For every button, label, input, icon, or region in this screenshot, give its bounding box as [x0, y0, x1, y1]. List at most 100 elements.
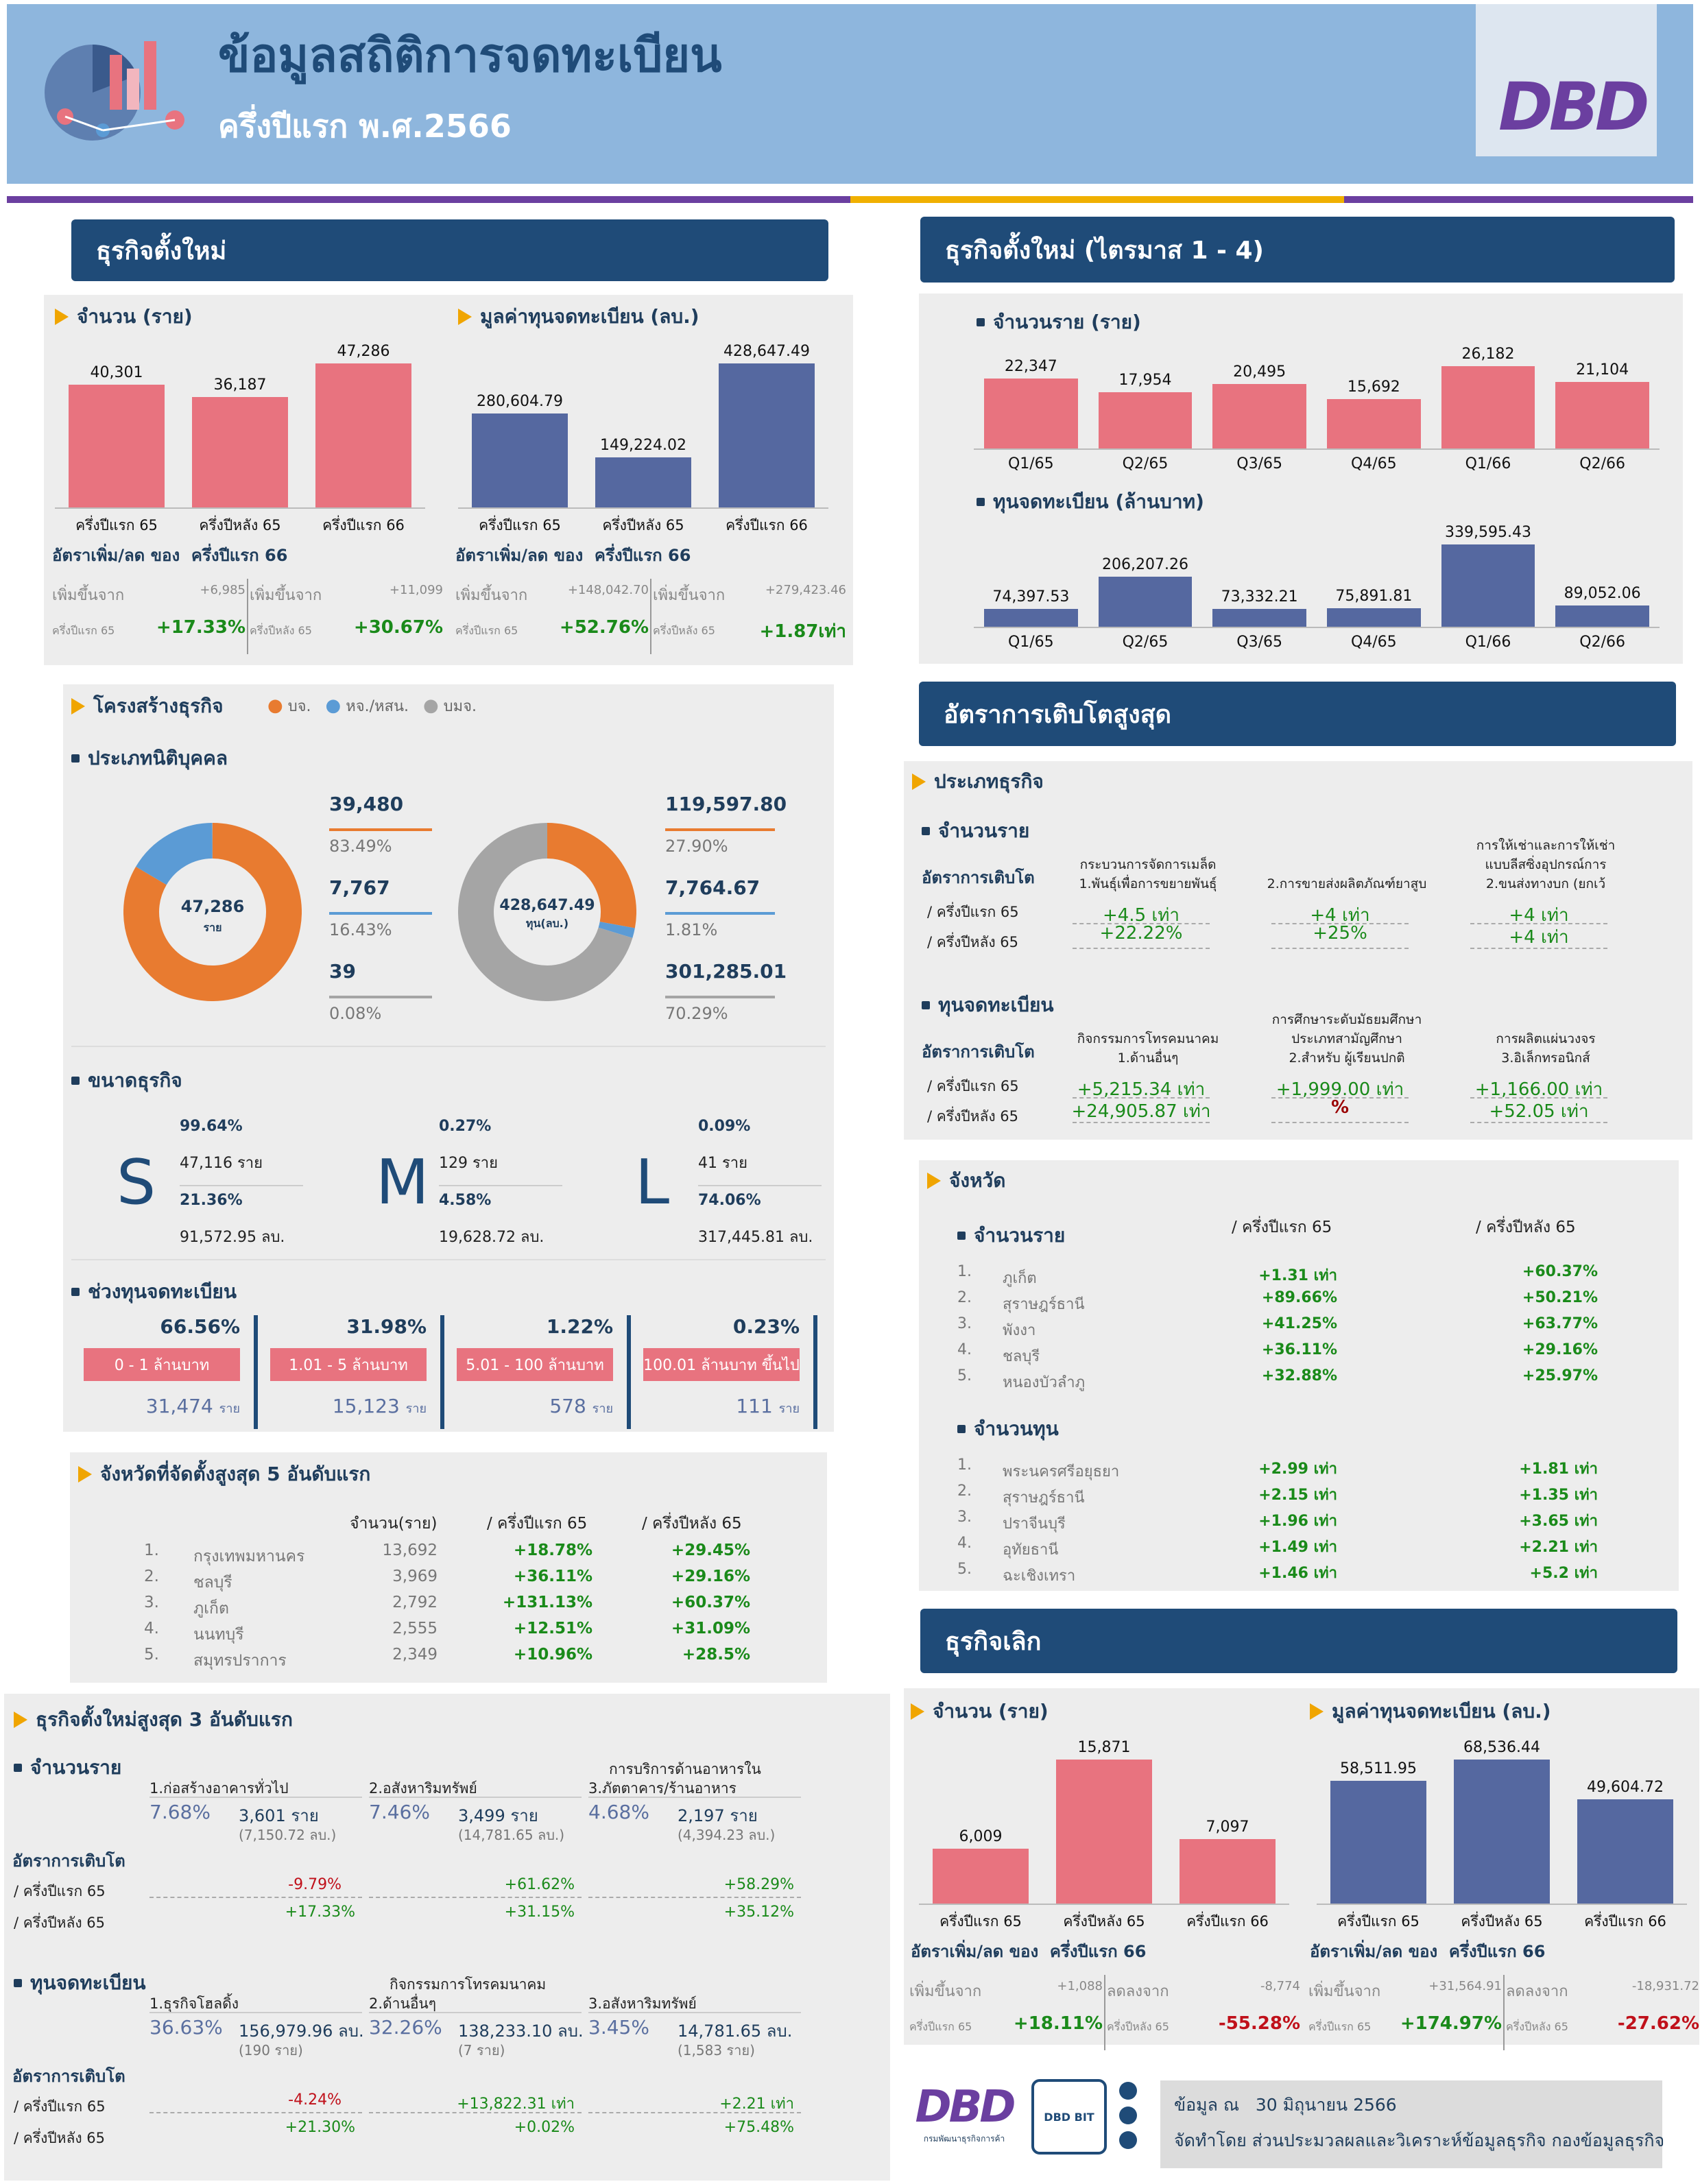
range-heading: ช่วงทุนจดทะเบียน — [71, 1277, 237, 1307]
triangle-icon — [912, 773, 926, 790]
new-biz-count-chart: 40,301 ครึ่งปีแรก 65 36,187 ครึ่งปีหลัง 65 4… — [55, 343, 425, 535]
row-number: 5. — [957, 1367, 972, 1384]
page-subtitle: ครึ่งปีแรก พ.ศ.2566 — [218, 108, 512, 145]
growth-prov-subtitle: จำนวนราย — [974, 1224, 1066, 1247]
item-rate-1: +58.29% — [723, 1876, 794, 1893]
rate-inc-label: เพิ่มขึ้นจาก — [909, 1983, 982, 2000]
rate-inc-label: เพิ่มขึ้นจาก — [52, 587, 125, 604]
rate-vs: ครึ่งปีหลัง 65 — [653, 624, 715, 637]
stats-chart-icon — [45, 41, 184, 141]
data-label: 15,692 — [1347, 379, 1400, 396]
facebook-icon[interactable] — [1119, 2082, 1137, 2100]
triangle-icon — [55, 309, 69, 325]
rate-inc-label: ลดลงจาก — [1506, 1983, 1568, 2000]
item-name: 2.อสังหาริมทรัพย์ — [369, 1780, 477, 1797]
item-name: 3.ภัตตาคาร/ร้านอาหาร — [588, 1780, 737, 1797]
rate-title-a: อัตราเพิ่ม/ลด ของ — [911, 1942, 1039, 1961]
item-sub: (7,150.72 ลบ.) — [239, 1827, 337, 1843]
range-count-unit: ราย — [219, 1402, 240, 1416]
growth-rate-a: +1,999.00 เท่า — [1276, 1079, 1404, 1100]
item-name: กิจกรรมการโทรคมนาคม — [390, 1976, 547, 1993]
line-icon[interactable] — [1119, 2107, 1137, 2124]
range-count-unit: ราย — [405, 1402, 427, 1416]
header-accent-line — [7, 196, 1693, 203]
donut2-center: 428,647.49 ทุน(ลบ.) — [492, 897, 602, 933]
category-label: ครึ่งปีหลัง 65 — [1461, 1913, 1543, 1930]
growth-divider — [1271, 948, 1409, 949]
size-capital: 317,445.81 ลบ. — [698, 1229, 813, 1246]
item-value: 14,781.65 ลบ. — [678, 2021, 793, 2041]
item-underline — [369, 2012, 582, 2013]
size-title: ขนาดธุรกิจ — [88, 1069, 182, 1092]
closed-panel — [904, 1688, 1699, 2045]
donut-slice — [136, 823, 213, 886]
donut-slice — [123, 823, 302, 1001]
quarterly-count-chart: 22,347 Q1/65 17,954 Q2/65 20,495 Q3/65 15,692 Q… — [974, 343, 1660, 473]
size-letter: S — [117, 1147, 156, 1219]
chart-bar — [984, 608, 1078, 627]
closed-title: ธุรกิจเลิก — [920, 1609, 1677, 1673]
item-rate-1: -9.79% — [288, 1876, 342, 1893]
rate-label: อัตราการเติบโต — [12, 1851, 125, 1871]
category-label: ครึ่งปีแรก 66 — [1584, 1913, 1666, 1930]
quarterly-capital-label: ทุนจดทะเบียน (ล้านบาท) — [993, 490, 1204, 513]
data-label: 21,104 — [1576, 361, 1629, 379]
rate-delta: +1,088 — [1057, 1979, 1103, 1993]
top-prov-heading: จังหวัดที่จัดตั้งสูงสุด 5 อันดับแรก — [78, 1459, 370, 1489]
item-sub: (1,583 ราย) — [678, 2042, 755, 2059]
chart-bar — [68, 385, 165, 507]
chart-bar — [1330, 1780, 1427, 1904]
rate-title-b: ครึ่งปีแรก 66 — [594, 546, 691, 565]
triangle-icon — [458, 309, 472, 325]
closed-capital-heading: มูลค่าทุนจดทะเบียน (ลบ.) — [1310, 1696, 1551, 1727]
page-title: ข้อมูลสถิติการจดทะเบียน — [218, 29, 722, 83]
data-label: 428,647.49 — [723, 343, 810, 360]
footer-logo-sub: กรมพัฒนาธุรกิจการค้า — [923, 2134, 1005, 2144]
size-capital-percent: 21.36% — [180, 1192, 243, 1209]
list-value: 7,764.67 — [665, 876, 761, 899]
item-percent: 7.68% — [149, 1801, 211, 1823]
rate-vs: ครึ่งปีหลัง 65 — [1107, 2020, 1169, 2033]
chart-bar — [1212, 609, 1306, 627]
range-count-value: 578 — [549, 1395, 592, 1417]
col-header: / ครึ่งปีแรก 65 — [487, 1515, 588, 1533]
list-underline — [329, 828, 432, 831]
province-rate-a: +32.88% — [1261, 1367, 1337, 1384]
category-label: Q2/66 — [1579, 634, 1626, 651]
rate-vs: ครึ่งปีแรก 65 — [1308, 2020, 1372, 2033]
structure-panel — [63, 684, 834, 1432]
row-number: 5. — [957, 1561, 972, 1578]
growth-divider — [1073, 948, 1210, 949]
growth-divider — [1073, 1097, 1210, 1099]
data-label: 20,495 — [1233, 363, 1286, 381]
province-rate-a: +36.11% — [1261, 1341, 1337, 1358]
data-label: 47,286 — [337, 343, 390, 360]
province-rate-a: +10.96% — [513, 1646, 592, 1664]
header-banner — [7, 4, 1693, 184]
province-rate-b: +60.37% — [671, 1594, 750, 1611]
growth-subheading: ทุนจดทะเบียน — [922, 990, 1054, 1020]
col-header: จำนวน(ราย) — [350, 1515, 438, 1533]
top3-heading: ธุรกิจตั้งใหม่สูงสุด 3 อันดับแรก — [14, 1705, 293, 1735]
youtube-icon[interactable] — [1119, 2131, 1137, 2149]
juristic-heading: ประเภทนิติบุคคล — [71, 743, 228, 773]
item-rate-2: +17.33% — [285, 1904, 355, 1921]
rate-divider — [1503, 1975, 1505, 2050]
province-name: หนองบัวลำภู — [1003, 1374, 1086, 1391]
chart-baseline — [55, 507, 425, 509]
top-prov-panel — [70, 1452, 827, 1683]
category-label: ครึ่งปีแรก 65 — [1337, 1913, 1420, 1930]
growth-col-name: 3.อิเล็กทรอนิกส์ — [1501, 1051, 1590, 1066]
col-header: / ครึ่งปีแรก 65 — [1232, 1219, 1332, 1236]
province-name: สมุทรปราการ — [193, 1652, 287, 1670]
growth-subheading: จำนวนราย — [922, 816, 1029, 846]
province-name: อุทัยธานี — [1003, 1541, 1059, 1559]
rate-title-b: ครึ่งปีแรก 66 — [1049, 1942, 1147, 1961]
top3-subtitle: จำนวนราย — [30, 1756, 122, 1779]
item-rate-1: +61.62% — [504, 1876, 575, 1893]
data-label: 15,871 — [1077, 1739, 1131, 1756]
growth-prov-heading: จังหวัด — [927, 1166, 1005, 1196]
footer-date-value: 30 มิถุนายน 2566 — [1255, 2095, 1397, 2115]
province-name: ชลบุรี — [193, 1574, 232, 1592]
province-rate-b: +60.37% — [1522, 1263, 1598, 1280]
